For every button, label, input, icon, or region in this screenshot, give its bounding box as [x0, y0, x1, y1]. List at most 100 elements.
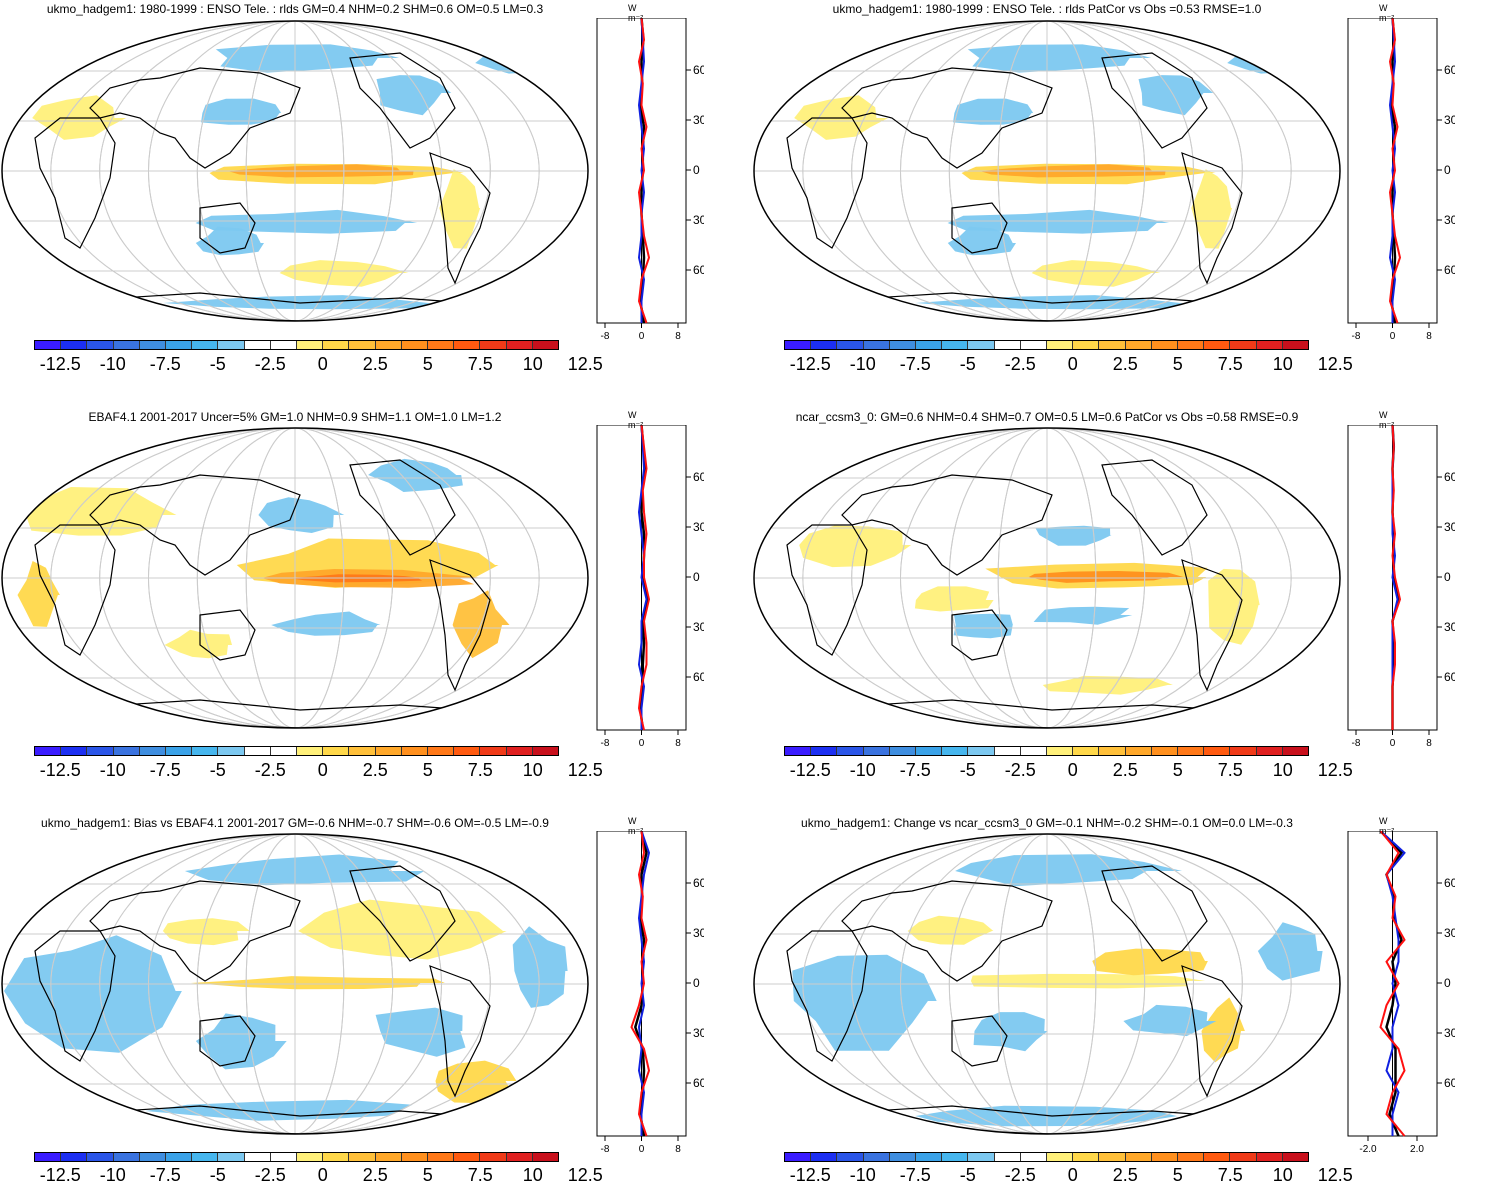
coastline: [951, 202, 1008, 254]
zonal-line-red: [1388, 18, 1402, 324]
units-label: W m⁻²: [628, 410, 644, 430]
colorbar-labels: -12.5 -10 -7.5 -5 -2.5 0 2.5 5 7.5 10 12.5: [34, 354, 603, 376]
colorbar-swatch: [244, 747, 271, 755]
world-map: [1, 833, 589, 1135]
coastline: [89, 880, 301, 982]
colorbar-swatch: [35, 341, 62, 349]
coastline: [34, 117, 116, 249]
colorbar-swatch: [506, 1153, 533, 1161]
coastline: [429, 965, 491, 1098]
coastline: [786, 930, 868, 1062]
anomaly-contour: [1138, 75, 1214, 116]
lat-label: 30S: [1444, 213, 1455, 227]
colorbar-swatch: [1230, 747, 1257, 755]
colorbar-swatch: [1230, 341, 1257, 349]
colorbar-tick-label: -2.5: [1004, 354, 1036, 374]
coastline: [199, 202, 256, 254]
coastline: [1101, 865, 1208, 962]
anomaly-contour: [25, 487, 177, 536]
coastline: [786, 117, 868, 249]
colorbar-swatch: [480, 341, 507, 349]
colorbar-swatch: [1282, 341, 1309, 349]
colorbar-swatch: [785, 747, 812, 755]
zonal-line-blue: [637, 18, 646, 323]
zonal-line-red: [637, 425, 651, 731]
longitude-gridline: [99, 428, 491, 728]
lat-label: 30S: [1444, 1026, 1455, 1040]
units-label: W m⁻²: [1379, 3, 1395, 23]
coastline: [841, 474, 1053, 576]
map-border: [1, 427, 589, 729]
colorbar-swatch: [454, 1153, 481, 1161]
anomaly-field: [2, 834, 588, 1134]
colorbar-tick-label: 0: [1067, 354, 1078, 374]
colorbar-tick-label: 0: [317, 1165, 328, 1185]
colorbar-swatch: [1151, 1153, 1179, 1161]
colorbar-labels: -12.5 -10 -7.5 -5 -2.5 0 2.5 5 7.5 10 12.5: [34, 760, 603, 782]
colorbar-swatch: [1099, 341, 1126, 349]
anomaly-contour: [1191, 169, 1233, 249]
colorbar-swatch: [1178, 747, 1205, 755]
coastline: [1181, 559, 1243, 692]
colorbar-swatch: [506, 341, 533, 349]
colorbar-tick-label: 2.5: [362, 1165, 388, 1185]
colorbar-swatch: [1099, 1153, 1126, 1161]
anomaly-contour: [279, 260, 409, 287]
colorbar-swatch: [61, 747, 88, 755]
colorbar-swatch: [942, 747, 969, 755]
colorbar-swatch: [166, 747, 193, 755]
x-tick-label: 0: [639, 738, 645, 749]
anomaly-contour: [4, 935, 182, 1053]
colorbar-swatch: [87, 341, 114, 349]
world-map: [1, 427, 589, 729]
colorbar-swatch: [889, 747, 917, 755]
longitude-gridline: [147, 428, 443, 728]
longitude-gridline: [948, 834, 1146, 1134]
lat-label: 30S: [1444, 620, 1455, 634]
anomaly-contour: [1208, 568, 1260, 645]
x-tick-label: 0: [639, 1144, 645, 1155]
longitude-gridline: [50, 834, 540, 1134]
colorbar-swatch: [401, 1153, 429, 1161]
x-tick-label: 8: [675, 738, 681, 749]
colorbar-swatch: [942, 1153, 969, 1161]
anomaly-contour: [201, 98, 282, 125]
colorbar-swatch: [61, 341, 88, 349]
colorbar-tick-label: 5: [1172, 354, 1183, 374]
lat-label: 60N: [1444, 470, 1455, 484]
anomaly-contour: [1042, 675, 1173, 695]
colorbar-tick-label: 12.5: [1317, 354, 1353, 374]
anomaly-contour: [195, 1013, 287, 1070]
anomaly-field: [754, 21, 1340, 321]
colorbar-tick-label: 7.5: [467, 354, 493, 374]
longitude-gridline: [245, 834, 345, 1134]
anomaly-contour: [967, 44, 1152, 73]
colorbar-swatch: [968, 341, 995, 349]
anomaly-contour: [190, 976, 445, 990]
lat-label: 60S: [1444, 263, 1455, 277]
anomaly-contour: [215, 44, 400, 73]
lat-label: 60S: [1444, 670, 1455, 684]
anomaly-contour: [953, 613, 1013, 639]
coastline: [429, 152, 491, 285]
anomaly-contour: [1257, 922, 1323, 981]
anomaly-field: [754, 428, 1340, 728]
longitude-gridline: [802, 834, 1292, 1134]
colorbar-swatch: [889, 1153, 917, 1161]
longitude-gridline: [802, 21, 1292, 321]
colorbar-tick-label: -2.5: [254, 354, 286, 374]
colorbar-tick-label: -2.5: [1004, 760, 1036, 780]
map-border: [753, 833, 1341, 1135]
colorbar-swatch: [87, 1153, 114, 1161]
colorbar-swatch: [270, 747, 298, 755]
lat-label: 0: [693, 570, 700, 584]
longitude-gridline: [196, 428, 394, 728]
anomaly-contour: [162, 918, 250, 946]
colorbar-swatch: [323, 341, 350, 349]
colorbar-tick-label: 2.5: [362, 760, 388, 780]
colorbar-swatch: [297, 747, 324, 755]
anomaly-contour: [184, 854, 425, 886]
panel-title: ukmo_hadgem1: 1980-1999 : ENSO Tele. : r…: [832, 2, 1262, 16]
colorbar-swatch: [942, 341, 969, 349]
anomaly-field: [2, 428, 588, 728]
